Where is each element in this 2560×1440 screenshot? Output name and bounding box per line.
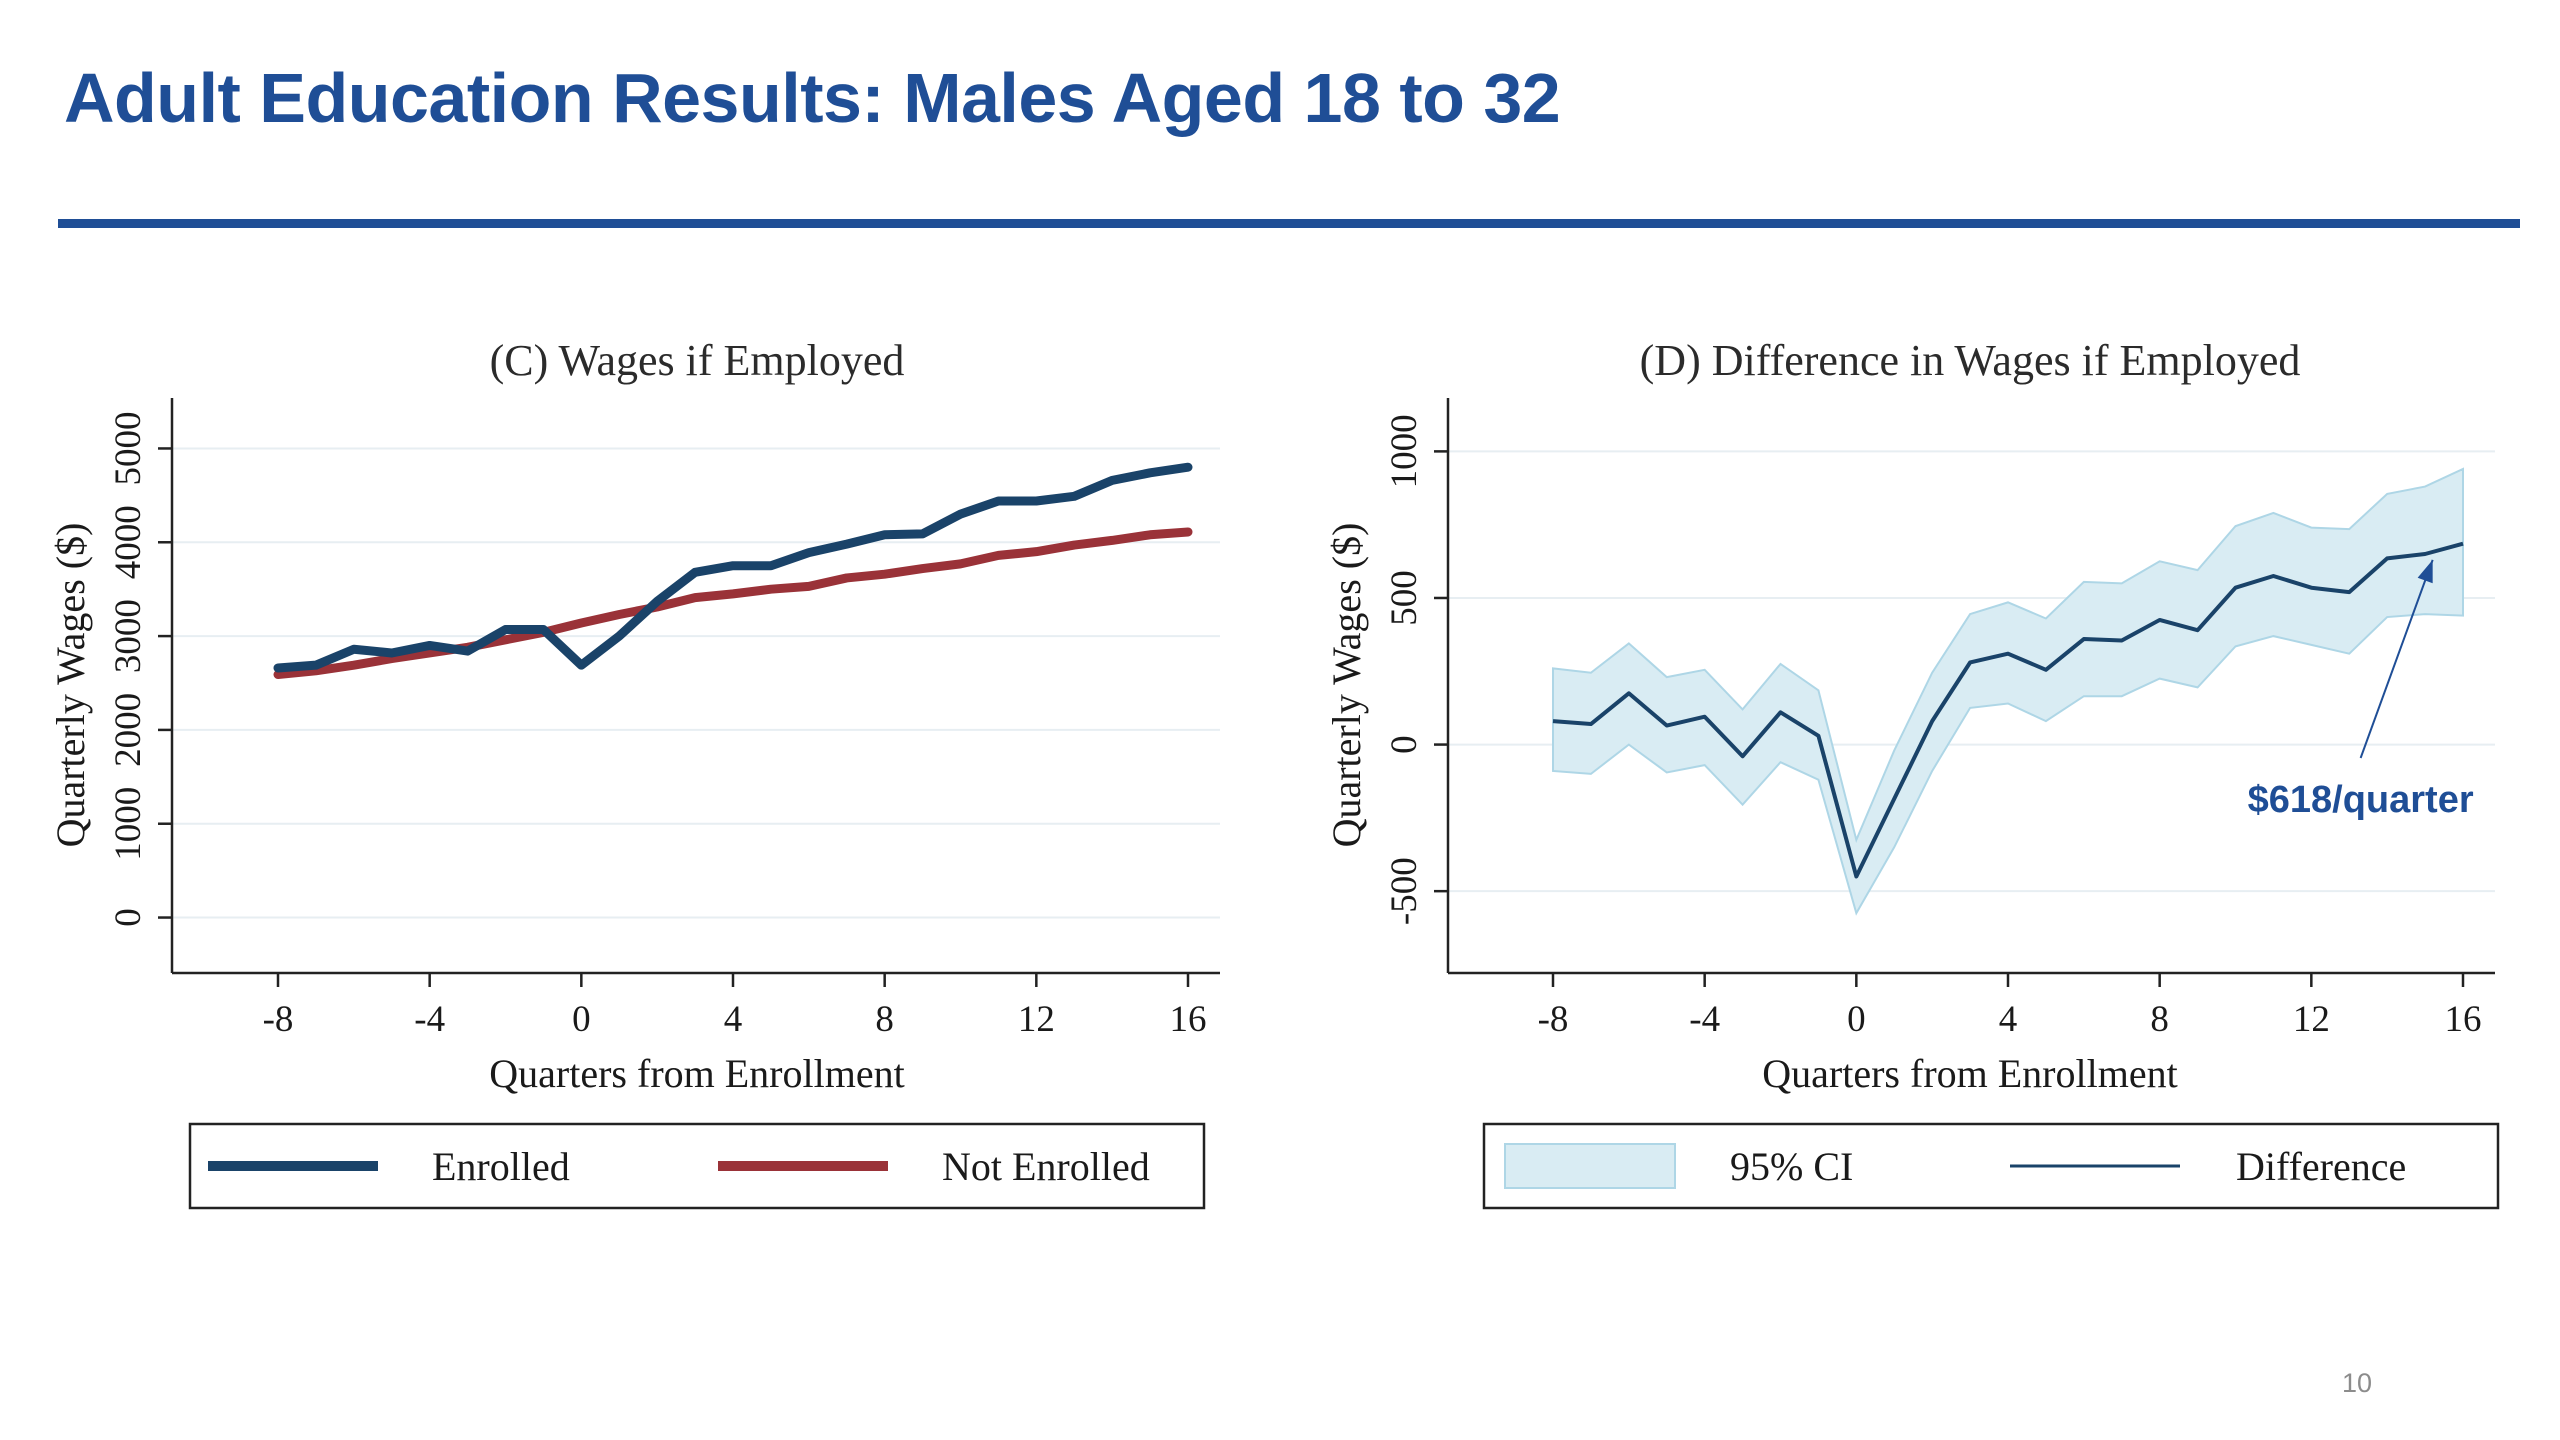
chart-c-x-tick-label: -8 (263, 999, 294, 1040)
chart-d-x-tick-label: 8 (2150, 999, 2169, 1040)
chart-c-series-layer (273, 462, 1193, 680)
chart-c-y-tick-label: 4000 (108, 505, 149, 579)
chart-d-x-tick-label: -8 (1538, 999, 1569, 1040)
chart-d-series-layer (1552, 467, 2464, 916)
annotation-arrow (2359, 559, 2434, 759)
chart-c-y-tick-label: 5000 (108, 411, 149, 485)
chart-c-y-axis-label: Quarterly Wages ($) (48, 523, 93, 848)
chart-d-y-axis-label: Quarterly Wages ($) (1324, 523, 1369, 848)
chart-d-x-tick-label: 12 (2293, 999, 2330, 1040)
chart-d-y-tick-label: 1000 (1384, 414, 1425, 488)
chart-d-x-ticks: -8 -4 0 4 8 12 16 (1538, 973, 2482, 1040)
ci-band (1552, 467, 2464, 916)
chart-c-x-ticks: -8 -4 0 4 8 12 16 (263, 973, 1207, 1040)
chart-c-title: (C) Wages if Employed (490, 336, 905, 385)
chart-d-y-tick-label: 0 (1384, 735, 1425, 754)
chart-d-x-axis-label: Quarters from Enrollment (1762, 1051, 2177, 1096)
annotation-arrowhead (2417, 559, 2433, 584)
legend-enrolled-label: Enrolled (432, 1144, 570, 1189)
chart-c-x-tick-label: 12 (1018, 999, 1055, 1040)
chart-d-y-tick-label: -500 (1384, 857, 1425, 925)
legend-ci-swatch (1504, 1143, 1676, 1189)
chart-d-y-tick-label: 500 (1384, 570, 1425, 626)
chart-c-y-tick-label: 3000 (108, 599, 149, 673)
chart-c-y-ticks: 0 1000 2000 3000 4000 5000 (108, 411, 172, 927)
chart-c-grid (172, 447, 1220, 919)
not-enrolled-line (273, 527, 1193, 680)
legend-difference-label: Difference (2236, 1144, 2406, 1189)
chart-d-x-tick-label: 0 (1847, 999, 1866, 1040)
chart-c-x-tick-label: 16 (1170, 999, 1207, 1040)
legend-not-enrolled-label: Not Enrolled (942, 1144, 1150, 1189)
chart-c-y-tick-label: 0 (108, 908, 149, 927)
chart-c-x-tick-label: -4 (414, 999, 445, 1040)
chart-d-x-tick-label: -4 (1689, 999, 1720, 1040)
title-rule (58, 219, 2520, 228)
chart-d-title: (D) Difference in Wages if Employed (1640, 336, 2301, 385)
chart-c-x-axis-label: Quarters from Enrollment (489, 1051, 904, 1096)
chart-d-annotation: $618/quarter (2248, 559, 2474, 821)
chart-d-legend: 95% CI Difference (1482, 1122, 2500, 1210)
chart-c-y-tick-label: 2000 (108, 693, 149, 767)
chart-d-x-tick-label: 16 (2445, 999, 2482, 1040)
chart-d-x-tick-label: 4 (1999, 999, 2018, 1040)
chart-c-y-tick-label: 1000 (108, 787, 149, 861)
chart-c-legend: Enrolled Not Enrolled (188, 1122, 1206, 1210)
annotation-label: $618/quarter (2248, 779, 2474, 821)
chart-c-x-tick-label: 8 (875, 999, 894, 1040)
chart-d-y-ticks: -500 0 500 1000 (1384, 414, 1448, 925)
slide-title: Adult Education Results: Males Aged 18 t… (64, 59, 1561, 137)
difference-line (1552, 541, 2464, 879)
chart-c-x-tick-label: 4 (724, 999, 743, 1040)
enrolled-line (273, 462, 1193, 673)
chart-c-x-tick-label: 0 (572, 999, 591, 1040)
legend-ci-label: 95% CI (1730, 1144, 1853, 1189)
page-number: 10 (2342, 1368, 2373, 1398)
